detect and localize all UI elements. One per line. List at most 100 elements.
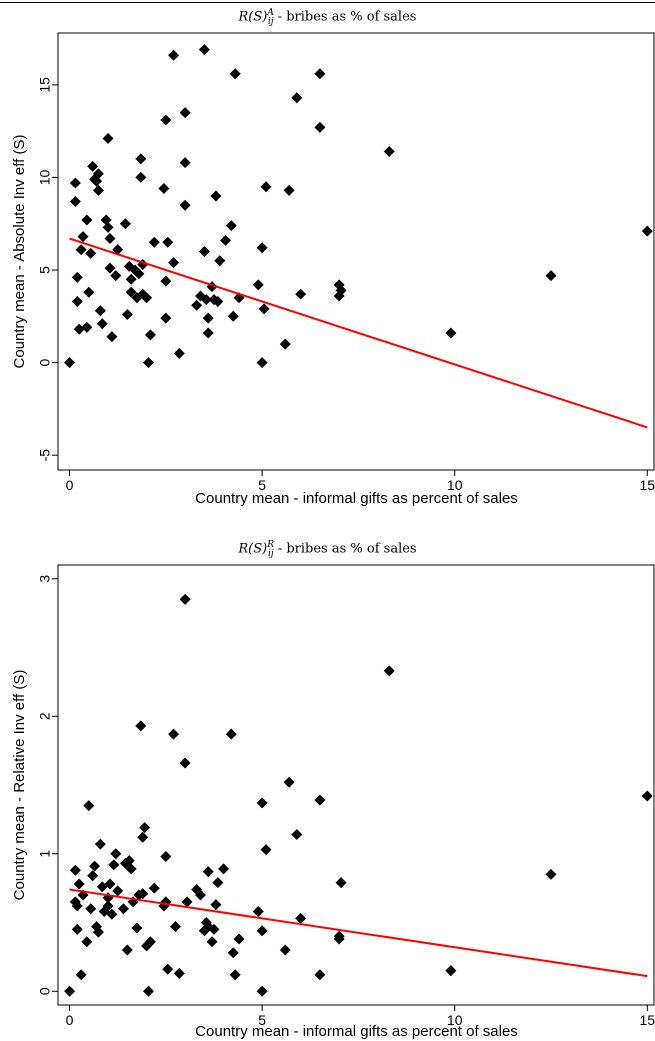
data-point [108, 859, 120, 871]
data-point [125, 286, 137, 298]
data-point [64, 985, 76, 997]
data-point [158, 183, 170, 195]
data-point [256, 985, 268, 997]
data-point [125, 273, 137, 285]
data-point [71, 271, 83, 283]
x-tick-label: 0 [66, 1012, 74, 1028]
data-point [229, 68, 241, 80]
data-point [141, 292, 153, 304]
data-point [92, 926, 104, 938]
data-point [168, 49, 180, 61]
data-point [227, 310, 239, 322]
data-point [335, 284, 347, 296]
data-point [102, 221, 114, 233]
data-point [87, 870, 99, 882]
data-point [121, 308, 133, 320]
x-tick-label: 15 [640, 477, 655, 493]
data-point [252, 279, 264, 291]
data-point [283, 776, 295, 788]
data-point [77, 231, 89, 243]
data-point [279, 338, 291, 350]
data-point [104, 262, 116, 274]
data-point [314, 121, 326, 133]
data-point [110, 270, 122, 282]
data-point [283, 184, 295, 196]
x-axis-label: Country mean - informal gifts as percent… [195, 490, 518, 507]
data-point [291, 829, 303, 840]
data-point [94, 838, 106, 850]
y-tick-label: 5 [37, 266, 53, 274]
data-point [69, 177, 81, 189]
title-subscript: ij [268, 548, 274, 559]
data-point [144, 329, 156, 341]
data-point [279, 944, 291, 956]
data-point [83, 800, 95, 812]
data-point [133, 268, 145, 280]
data-point [218, 863, 230, 875]
title-text: - bribes as % of sales [273, 9, 417, 25]
data-point [73, 878, 85, 890]
x-tick-label: 5 [258, 1012, 266, 1028]
data-point [256, 242, 268, 254]
data-point [148, 236, 160, 248]
data-point [210, 190, 222, 202]
data-point [75, 244, 87, 256]
x-tick-label: 10 [447, 477, 463, 493]
data-point [208, 923, 220, 935]
data-point [445, 965, 457, 977]
data-point [233, 933, 245, 945]
data-point [143, 985, 155, 997]
data-point [71, 295, 83, 307]
data-point [202, 866, 214, 878]
data-point [314, 68, 326, 80]
data-point [214, 255, 226, 267]
data-point [260, 181, 272, 193]
title-symbol: R(S) [238, 541, 268, 557]
data-point [210, 899, 222, 911]
data-point [295, 288, 307, 300]
data-point [148, 882, 160, 894]
data-point [314, 794, 326, 806]
data-point [179, 157, 191, 169]
data-point [110, 848, 122, 860]
data-point [87, 160, 99, 172]
data-point [85, 903, 97, 915]
data-point [160, 312, 172, 324]
data-point [121, 944, 133, 956]
data-point [169, 921, 181, 933]
data-point [229, 969, 241, 981]
plot-frame [57, 564, 655, 1006]
data-point [160, 114, 172, 126]
data-point [104, 878, 116, 890]
data-point [85, 247, 97, 259]
data-point [104, 233, 116, 245]
data-point [295, 912, 307, 924]
data-point [137, 831, 149, 843]
data-point [135, 153, 147, 165]
fit-line [69, 888, 648, 978]
data-point [314, 969, 326, 981]
data-point [212, 295, 224, 307]
y-tick-label: 3 [37, 575, 53, 583]
title-symbol: R(S) [238, 9, 268, 25]
data-point [202, 327, 214, 339]
data-point [131, 922, 143, 934]
data-point [260, 844, 272, 856]
data-point [256, 357, 268, 369]
data-point [256, 797, 268, 809]
data-point [119, 218, 131, 230]
data-point [117, 903, 129, 915]
data-point [198, 44, 210, 56]
data-point [106, 331, 118, 343]
data-point [227, 947, 239, 959]
data-point [206, 936, 218, 948]
plot-frame [57, 32, 655, 471]
data-point [200, 294, 212, 306]
data-point [641, 225, 653, 237]
y-tick-label: -5 [37, 449, 53, 462]
x-tick-label: 5 [258, 477, 266, 493]
title-superscript: R [267, 540, 274, 550]
data-point [94, 305, 106, 317]
data-point [102, 900, 114, 912]
data-point [81, 936, 93, 948]
